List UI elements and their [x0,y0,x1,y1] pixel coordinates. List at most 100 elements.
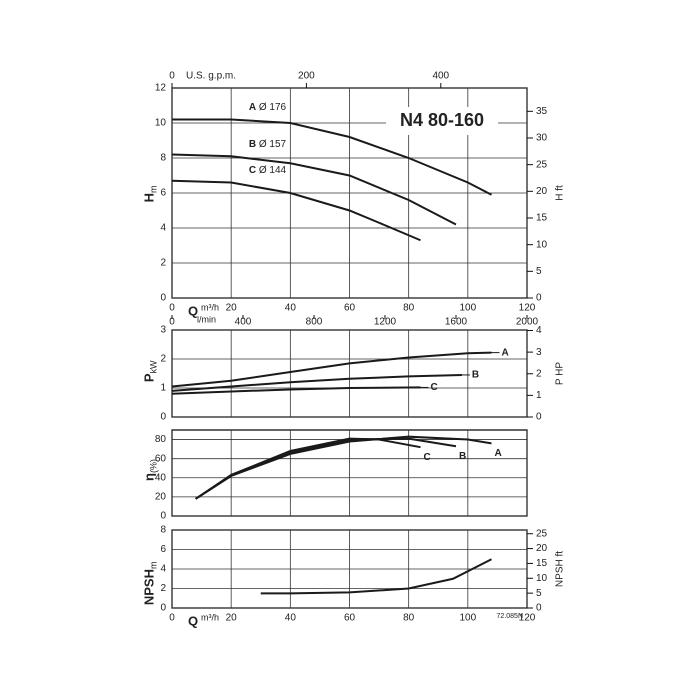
x-tick-label: 40 [285,613,297,624]
y-tick-label: 0 [160,412,166,423]
series-label: Ø 157 [259,139,287,150]
curve [171,351,492,388]
y2-tick-label: 15 [536,213,548,224]
x2-tick-label: 400 [432,71,449,82]
y2-tick-label: 20 [536,186,548,197]
x-tick-label: 20 [226,613,238,624]
y-tick-label: 60 [155,453,167,464]
y-tick-label: 3 [160,325,166,336]
y2-tick-label: 3 [536,347,542,358]
y-axis-label: NPSH [141,569,156,605]
series-name: A [502,347,509,358]
x2-axis-label: U.S. g.p.m. [186,71,236,82]
y2-tick-label: 25 [536,528,548,539]
y-tick-label: 2 [160,354,166,365]
y-tick-label: 40 [155,472,167,483]
y2-tick-label: 35 [536,106,548,117]
y-tick-label: 20 [155,492,167,503]
x-axis-label: Q [188,303,198,318]
x-axis-label: Q [188,613,198,628]
x-tick-label: 60 [344,303,356,314]
series-name: C [249,165,256,176]
y-tick-label: 2 [160,258,166,269]
x2-tick-label: 200 [298,71,315,82]
x-tick-label: 20 [226,303,238,314]
curve [171,153,457,226]
chart-note: 72.085N [497,613,523,620]
x-axis-unit: m³/h [201,612,219,622]
y2-tick-label: 0 [536,412,542,423]
curve [171,373,462,392]
y-tick-label: 4 [160,564,166,575]
x-tick-label: 80 [403,613,415,624]
y-axis-unit: m [148,186,158,194]
curve [171,179,421,242]
y2-tick-label: 1 [536,390,542,401]
x-tick-label: 120 [519,303,536,314]
x3-tick-label: 1600 [445,317,468,328]
y-tick-label: 4 [160,223,166,234]
y-tick-label: 8 [160,525,166,536]
x3-tick-label: 800 [306,317,323,328]
y2-axis-label: H ft [555,185,566,201]
x-tick-label: 120 [519,613,536,624]
y2-tick-label: 5 [536,266,542,277]
x3-tick-label: 400 [235,317,252,328]
y2-axis-label: NPSH ft [555,551,566,587]
x-tick-label: 0 [169,613,175,624]
x3-tick-label: 1200 [374,317,397,328]
series-name: C [424,452,431,463]
y-axis-label: P [141,373,156,382]
y-tick-label: 8 [160,153,166,164]
y2-tick-label: 0 [536,603,542,614]
curve [195,437,421,500]
y-tick-label: 6 [160,544,166,555]
y2-tick-label: 5 [536,588,542,599]
x-tick-label: 100 [459,303,476,314]
y-tick-label: 0 [160,511,166,522]
x3-axis-label: l/min [197,314,216,324]
curve [195,437,457,500]
series-name: A [495,448,502,459]
y-tick-label: 2 [160,583,166,594]
y-tick-label: 0 [160,293,166,304]
x-tick-label: 60 [344,613,356,624]
y2-tick-label: 15 [536,558,548,569]
y-axis-unit: kW [148,360,158,374]
series-name: B [459,451,466,462]
y2-tick-label: 10 [536,573,548,584]
series-name: A [249,102,256,113]
y-tick-label: 0 [160,603,166,614]
series-label: Ø 144 [259,165,287,176]
series-name: B [249,139,256,150]
curve [171,386,421,395]
series-name: B [472,370,479,381]
x2-tick-label: 0 [169,71,175,82]
series-name: C [431,382,438,393]
y2-tick-label: 25 [536,159,548,170]
y2-tick-label: 4 [536,325,542,336]
y-tick-label: 6 [160,188,166,199]
x-axis-unit: m³/h [201,302,219,312]
y2-tick-label: 10 [536,239,548,250]
y-tick-label: 10 [155,118,167,129]
y-axis-label: η [141,473,156,481]
y2-tick-label: 30 [536,133,548,144]
y-axis-unit: (%) [148,459,158,473]
y-tick-label: 12 [155,83,167,94]
curve [260,558,492,595]
curve [195,435,492,500]
y-axis-unit: m [148,562,158,570]
y-axis-label: H [141,193,156,202]
x3-tick-label: 0 [169,317,175,328]
curve [172,118,492,196]
x3-tick-label: 2000 [516,317,539,328]
chart-title: N4 80-160 [400,110,484,130]
x-tick-label: 100 [459,613,476,624]
title-box [386,107,498,135]
y2-axis-label: P HP [555,362,566,385]
y2-tick-label: 20 [536,543,548,554]
y-tick-label: 1 [160,383,166,394]
x-tick-label: 0 [169,303,175,314]
